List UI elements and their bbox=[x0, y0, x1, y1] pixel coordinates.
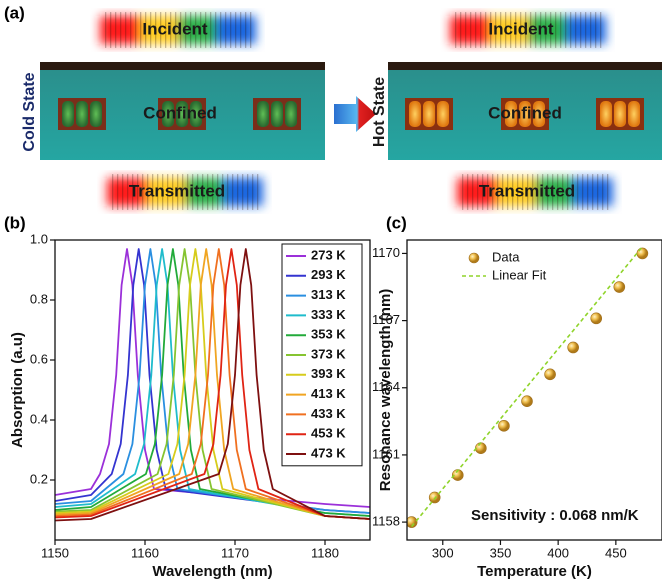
x-tick-label: 450 bbox=[605, 545, 627, 560]
legend-box bbox=[281, 243, 363, 467]
data-point bbox=[567, 341, 579, 354]
legend-label: 273 K bbox=[311, 247, 346, 262]
y-tick-label: 1.0 bbox=[30, 231, 48, 246]
y-axis-title: Resonance wavelength (nm) bbox=[377, 289, 394, 492]
y-tick-label: 0.4 bbox=[30, 411, 48, 426]
data-point bbox=[475, 442, 487, 455]
legend-label: 393 K bbox=[311, 366, 346, 381]
plot-frame bbox=[54, 239, 371, 541]
charts: (b) 1150 1160 1170 1180 0.2 0.4 0.6 0.8 1.0 Wavele… bbox=[4, 213, 662, 580]
legend-label: Linear Fit bbox=[492, 267, 547, 282]
data-point bbox=[544, 368, 556, 381]
plot-area bbox=[407, 246, 649, 528]
x-axis-title: Temperature (K) bbox=[477, 563, 592, 580]
data-point bbox=[636, 247, 649, 260]
y-tick-label: 1158 bbox=[372, 514, 400, 529]
series-line bbox=[55, 248, 370, 520]
y-tick-label: 0.6 bbox=[30, 351, 48, 366]
y-tick-label: 0.8 bbox=[30, 291, 48, 306]
series-line bbox=[55, 248, 370, 520]
annotation: Sensitivity : 0.068 nm/K bbox=[471, 507, 639, 524]
data-point bbox=[521, 395, 533, 407]
x-tick-label: 1160 bbox=[131, 545, 159, 560]
confined-block bbox=[253, 98, 301, 130]
data-point bbox=[407, 516, 418, 528]
incident-label: Incident bbox=[488, 19, 554, 38]
top-layer bbox=[40, 62, 325, 70]
legend-label: 473 K bbox=[311, 445, 346, 460]
series-line bbox=[55, 248, 370, 517]
state-label: Cold State bbox=[21, 72, 38, 151]
legend-label: 313 K bbox=[311, 287, 346, 302]
y-tick-label: 0.2 bbox=[30, 471, 48, 486]
series-line bbox=[411, 246, 643, 528]
confined-block bbox=[596, 98, 644, 130]
legend-label: 373 K bbox=[311, 346, 346, 361]
legend-label: 413 K bbox=[311, 386, 346, 401]
confined-label: Confined bbox=[143, 103, 217, 122]
series-line bbox=[55, 248, 370, 520]
x-axis-title: Wavelength (nm) bbox=[152, 563, 272, 580]
confined-label: Confined bbox=[488, 103, 562, 122]
legend-label: 293 K bbox=[311, 267, 346, 282]
legend-label: 333 K bbox=[311, 307, 346, 322]
panel-a: (a) Incident Confined Transmitted Cold S… bbox=[4, 3, 662, 210]
plot-frame bbox=[406, 239, 662, 541]
arrow bbox=[334, 96, 376, 132]
y-tick-label: 1161 bbox=[372, 446, 400, 461]
chart: (c) 300 350 400 450 1158 1161 1164 1167 1170 Tempe… bbox=[372, 213, 662, 580]
top-layer bbox=[388, 62, 662, 70]
plot-area bbox=[55, 248, 370, 522]
series-line bbox=[55, 248, 370, 520]
confined-block bbox=[58, 98, 106, 130]
state-label: Hot State bbox=[371, 77, 388, 147]
x-tick-label: 1180 bbox=[311, 545, 339, 560]
data-point bbox=[498, 420, 510, 432]
y-axis-title: Absorption (a.u) bbox=[9, 332, 26, 448]
x-tick-label: 1170 bbox=[221, 545, 249, 560]
panel-label: (a) bbox=[4, 3, 25, 22]
panel-label: (b) bbox=[4, 213, 26, 232]
series-line bbox=[55, 248, 370, 517]
x-tick-label: 1150 bbox=[41, 545, 69, 560]
x-tick-label: 350 bbox=[490, 545, 512, 560]
x-tick-label: 300 bbox=[432, 545, 454, 560]
legend-label: 453 K bbox=[311, 426, 346, 441]
data-point bbox=[590, 312, 603, 325]
confined-block bbox=[405, 98, 453, 130]
legend-label: Data bbox=[492, 249, 520, 264]
x-tick-label: 400 bbox=[547, 545, 569, 560]
y-tick-label: 1167 bbox=[372, 312, 400, 327]
legend-label: 353 K bbox=[311, 327, 346, 342]
y-tick-label: 1164 bbox=[372, 379, 400, 394]
panel-label: (c) bbox=[386, 213, 407, 232]
transmitted-label: Transmitted bbox=[129, 181, 225, 200]
chart: (b) 1150 1160 1170 1180 0.2 0.4 0.6 0.8 1.0 Wavele… bbox=[4, 213, 371, 580]
y-tick-label: 1170 bbox=[372, 245, 400, 260]
series-line bbox=[55, 248, 370, 520]
legend-label: 433 K bbox=[311, 406, 346, 421]
transmitted-label: Transmitted bbox=[479, 181, 575, 200]
data-point bbox=[613, 281, 626, 293]
legend-swatch bbox=[468, 252, 480, 264]
incident-label: Incident bbox=[142, 19, 208, 38]
series-line bbox=[55, 248, 370, 522]
